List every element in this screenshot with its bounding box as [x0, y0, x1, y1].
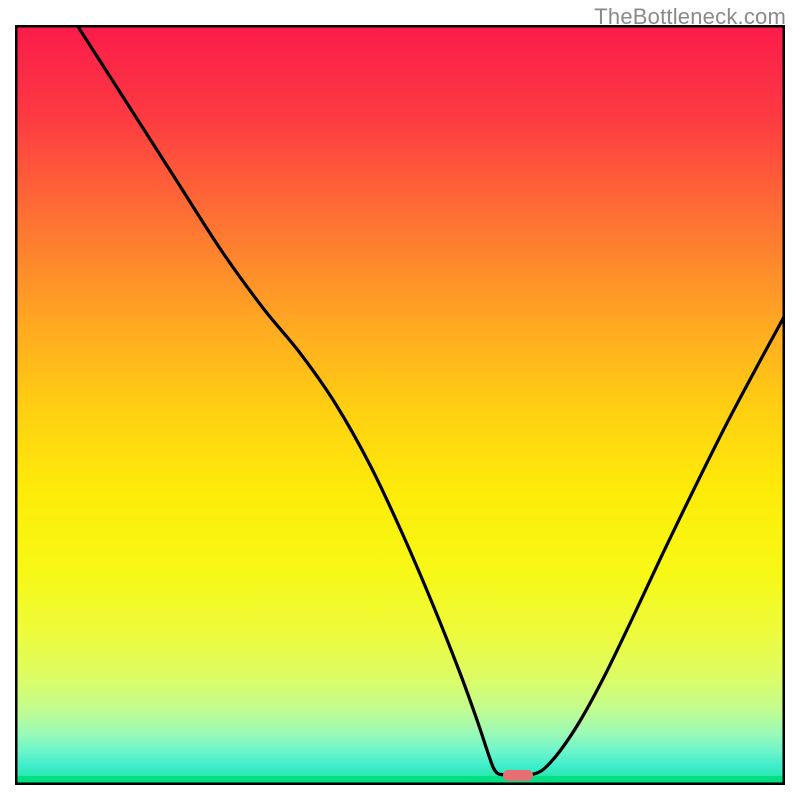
gradient-background — [15, 25, 785, 785]
chart-container: TheBottleneck.com — [0, 0, 800, 800]
chart-svg — [15, 25, 785, 785]
minimum-marker — [503, 770, 533, 781]
plot-area — [15, 25, 785, 785]
